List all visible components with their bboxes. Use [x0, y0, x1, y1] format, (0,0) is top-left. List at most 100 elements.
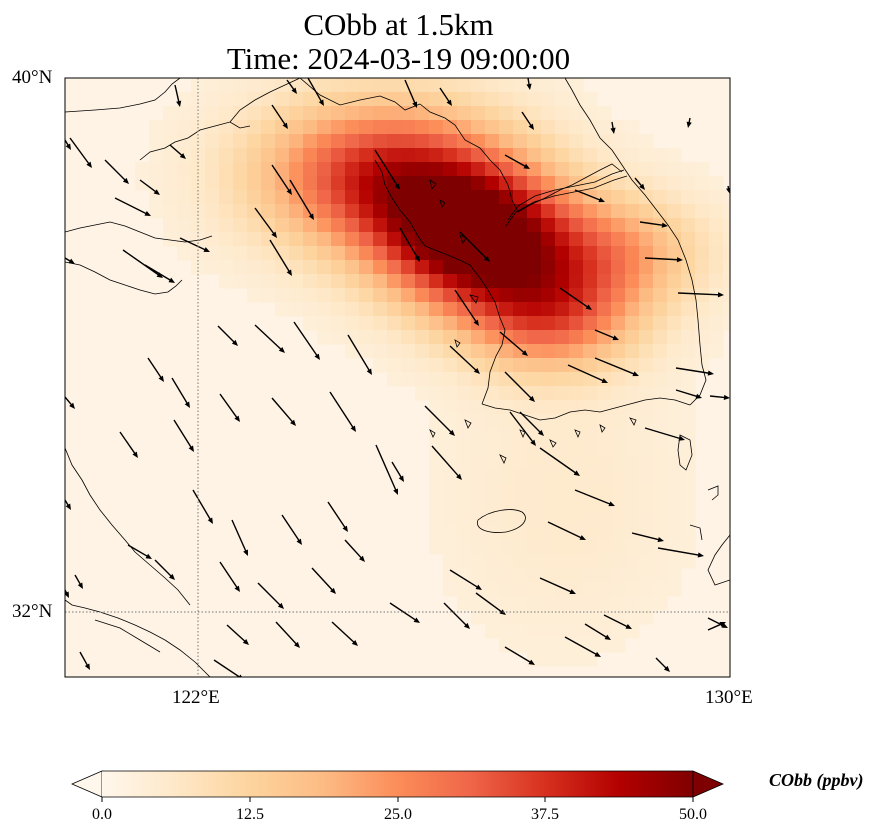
- field-cell: [527, 302, 542, 317]
- field-cell: [205, 134, 220, 149]
- field-cell: [443, 120, 458, 135]
- field-cell: [541, 512, 556, 527]
- field-cell: [345, 302, 360, 317]
- wind-arrow-head: [569, 589, 576, 594]
- field-cell: [695, 232, 710, 247]
- field-cell: [331, 162, 346, 177]
- field-cell: [429, 260, 444, 275]
- field-cell: [275, 232, 290, 247]
- field-cell: [597, 554, 612, 569]
- wind-arrow-shaft: [219, 561, 238, 589]
- field-cell: [569, 260, 584, 275]
- field-cell: [443, 582, 458, 597]
- field-cell: [415, 106, 430, 121]
- wind-arrow-shaft: [219, 393, 238, 419]
- field-cell: [443, 274, 458, 289]
- field-cell: [359, 134, 374, 149]
- field-cell: [485, 582, 500, 597]
- field-cell: [555, 92, 570, 107]
- field-cell: [331, 106, 346, 121]
- field-cell: [359, 162, 374, 177]
- field-cell: [359, 176, 374, 191]
- field-cell: [653, 568, 668, 583]
- field-cell: [555, 596, 570, 611]
- field-cell: [597, 274, 612, 289]
- wind-arrow-head: [68, 258, 75, 264]
- field-cell: [457, 302, 472, 317]
- field-cell: [555, 624, 570, 639]
- field-cell: [625, 442, 640, 457]
- field-cell: [317, 302, 332, 317]
- field-cell: [597, 316, 612, 331]
- field-cell: [583, 134, 598, 149]
- field-cell: [625, 344, 640, 359]
- colorbar-extend-max: [692, 770, 725, 798]
- field-cell: [625, 330, 640, 345]
- field-cell: [443, 414, 458, 429]
- field-cell: [317, 316, 332, 331]
- field-cell: [513, 302, 528, 317]
- field-cell: [429, 498, 444, 513]
- field-cell: [457, 596, 472, 611]
- field-cell: [177, 134, 192, 149]
- field-cell: [625, 386, 640, 401]
- wind-arrow-head: [579, 535, 586, 540]
- field-cell: [667, 568, 682, 583]
- field-cell: [667, 302, 682, 317]
- field-cell: [611, 554, 626, 569]
- field-cell: [541, 218, 556, 233]
- field-cell: [401, 358, 416, 373]
- field-cell: [457, 386, 472, 401]
- field-cell: [667, 358, 682, 373]
- field-cell: [429, 232, 444, 247]
- field-cell: [345, 246, 360, 261]
- field-cell: [527, 596, 542, 611]
- field-cell: [513, 456, 528, 471]
- field-cell: [695, 204, 710, 219]
- field-cell: [723, 232, 730, 247]
- field-cell: [611, 232, 626, 247]
- field-cell: [457, 148, 472, 163]
- field-cell: [569, 316, 584, 331]
- field-cell: [233, 218, 248, 233]
- wind-arrow-head: [350, 425, 356, 432]
- field-cell: [499, 498, 514, 513]
- field-cell: [639, 260, 654, 275]
- field-cell: [597, 610, 612, 625]
- field-cell: [569, 120, 584, 135]
- field-cell: [569, 554, 584, 569]
- field-cell: [723, 288, 730, 303]
- field-cell: [289, 218, 304, 233]
- field-cell: [513, 540, 528, 555]
- wind-arrow-head: [153, 189, 160, 195]
- field-cell: [275, 78, 290, 93]
- wind-arrow-head: [473, 319, 479, 326]
- field-cell: [667, 554, 682, 569]
- field-cell: [219, 232, 234, 247]
- wind-arrow-shaft: [169, 144, 183, 157]
- field-cell: [541, 372, 556, 387]
- field-cell: [625, 134, 640, 149]
- wind-arrow-head: [286, 188, 292, 195]
- field-cell: [555, 470, 570, 485]
- wind-arrow-head: [717, 292, 724, 298]
- field-cell: [471, 162, 486, 177]
- wind-arrow-shaft: [104, 159, 127, 182]
- wind-arrow-shaft: [675, 367, 710, 374]
- field-cell: [485, 344, 500, 359]
- field-cell: [611, 582, 626, 597]
- wind-arrow-shaft: [192, 489, 212, 521]
- field-cell: [275, 148, 290, 163]
- wind-arrow-shaft: [171, 377, 189, 405]
- field-cell: [625, 610, 640, 625]
- field-cell: [387, 358, 402, 373]
- wind-arrow-shaft: [389, 602, 417, 621]
- field-cell: [457, 78, 472, 93]
- field-cell: [597, 260, 612, 275]
- field-cell: [569, 456, 584, 471]
- wind-arrow-head: [721, 622, 728, 628]
- field-cell: [275, 134, 290, 149]
- field-cell: [499, 442, 514, 457]
- field-cell: [289, 232, 304, 247]
